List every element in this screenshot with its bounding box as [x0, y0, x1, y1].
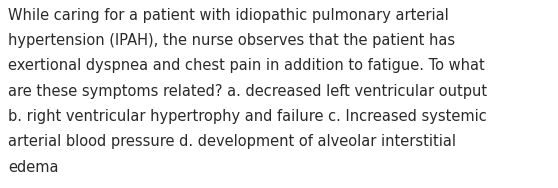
- Text: exertional dyspnea and chest pain in addition to fatigue. To what: exertional dyspnea and chest pain in add…: [8, 58, 485, 73]
- Text: are these symptoms related? a. decreased left ventricular output: are these symptoms related? a. decreased…: [8, 84, 488, 99]
- Text: While caring for a patient with idiopathic pulmonary arterial: While caring for a patient with idiopath…: [8, 8, 449, 23]
- Text: arterial blood pressure d. development of alveolar interstitial: arterial blood pressure d. development o…: [8, 134, 456, 149]
- Text: hypertension (IPAH), the nurse observes that the patient has: hypertension (IPAH), the nurse observes …: [8, 33, 455, 48]
- Text: b. right ventricular hypertrophy and failure c. Increased systemic: b. right ventricular hypertrophy and fai…: [8, 109, 487, 124]
- Text: edema: edema: [8, 160, 59, 175]
